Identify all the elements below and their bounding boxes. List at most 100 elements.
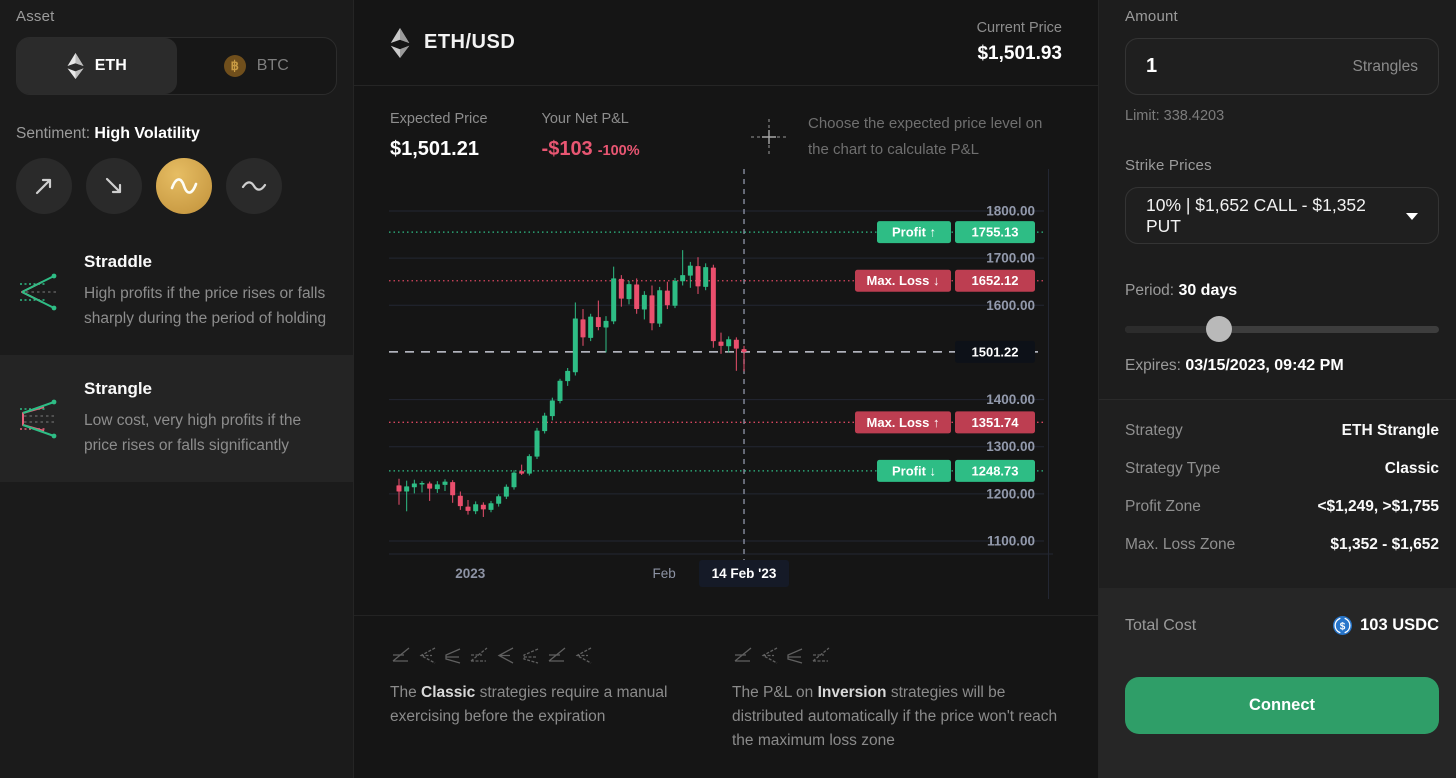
strategy-glyph-icon bbox=[497, 646, 514, 664]
svg-text:Profit ↑: Profit ↑ bbox=[892, 225, 936, 240]
chart-panel: ETH/USD Current Price $1,501.93 Expected… bbox=[353, 0, 1099, 778]
strategy-desc-strangle: Low cost, very high profits if the price… bbox=[84, 412, 302, 454]
arrow-up-right-icon bbox=[35, 178, 52, 195]
strategy-card-strangle[interactable]: Strangle Low cost, very high profits if … bbox=[0, 355, 353, 482]
amount-field: Strangles bbox=[1125, 38, 1439, 95]
high-volatility-wave-icon bbox=[170, 178, 198, 194]
summary-row-strategy: Strategy ETH Strangle bbox=[1125, 422, 1439, 439]
expires-row: Expires: 03/15/2023, 09:42 PM bbox=[1125, 357, 1439, 375]
amount-label: Amount bbox=[1125, 8, 1178, 25]
low-volatility-tilde-icon bbox=[241, 181, 267, 191]
order-sidebar: Amount Strangles Limit: 338.4203 Strike … bbox=[1099, 0, 1456, 778]
pair-block: ETH/USD bbox=[390, 27, 516, 58]
svg-text:1351.74: 1351.74 bbox=[972, 415, 1020, 430]
strike-prices-value: 10% | $1,652 CALL - $1,352 PUT bbox=[1146, 194, 1366, 236]
strategy-glyph-icon bbox=[787, 647, 803, 664]
strategy-glyph-icon bbox=[812, 646, 830, 662]
svg-text:2023: 2023 bbox=[455, 566, 486, 581]
pnl-info-row: Expected Price $1,501.21 Your Net P&L -$… bbox=[354, 86, 1098, 163]
pair-title: ETH/USD bbox=[424, 31, 516, 53]
strategy-glyph-icon bbox=[548, 646, 566, 662]
svg-text:Max. Loss ↓: Max. Loss ↓ bbox=[867, 273, 940, 288]
strategy-glyph-icon bbox=[523, 647, 539, 664]
sentiment-trend-down-button[interactable] bbox=[86, 158, 142, 214]
slider-track[interactable] bbox=[1125, 326, 1439, 333]
svg-text:1200.00: 1200.00 bbox=[986, 486, 1035, 501]
strategy-glyph-icon bbox=[419, 646, 436, 664]
btc-icon: ฿ bbox=[223, 55, 246, 77]
asset-toggle: ETH ฿ BTC bbox=[16, 37, 337, 95]
classic-footnote-text: The Classic strategies require a manual … bbox=[390, 684, 668, 725]
net-pnl-percent: -100% bbox=[597, 143, 640, 159]
asset-tab-btc[interactable]: ฿ BTC bbox=[177, 38, 337, 94]
eth-icon bbox=[67, 53, 84, 79]
checkout-section: Total Cost $ 103 USDC Connect bbox=[1099, 588, 1456, 778]
summary-row-max-loss-zone: Max. Loss Zone $1,352 - $1,652 bbox=[1125, 536, 1439, 553]
svg-text:1400.00: 1400.00 bbox=[986, 392, 1035, 407]
strategy-glyph-icon bbox=[734, 646, 752, 662]
svg-text:Feb: Feb bbox=[652, 566, 675, 581]
net-pnl-label: Your Net P&L bbox=[541, 111, 629, 127]
svg-text:14 Feb '23: 14 Feb '23 bbox=[712, 566, 777, 581]
strike-prices-dropdown[interactable]: 10% | $1,652 CALL - $1,352 PUT bbox=[1125, 187, 1439, 244]
sentiment-row: Sentiment: High Volatility bbox=[16, 125, 337, 143]
strategy-glyph-icon bbox=[470, 646, 488, 662]
asset-tab-eth-label: ETH bbox=[94, 57, 127, 74]
straddle-payoff-icon bbox=[16, 270, 62, 314]
strategy-title-straddle: Straddle bbox=[84, 252, 153, 271]
classic-strategy-glyphs bbox=[390, 642, 690, 668]
amount-limit: Limit: 338.4203 bbox=[1125, 108, 1225, 124]
strike-prices-label: Strike Prices bbox=[1125, 157, 1212, 174]
connect-wallet-button[interactable]: Connect bbox=[1125, 677, 1439, 734]
asset-tab-btc-label: BTC bbox=[256, 57, 289, 74]
strategy-summary: Strategy ETH Strangle Strategy Type Clas… bbox=[1099, 399, 1456, 588]
sentiment-buttons bbox=[16, 158, 337, 214]
sentiment-low-volatility-button[interactable] bbox=[226, 158, 282, 214]
asset-label: Asset bbox=[16, 8, 55, 25]
candlestick-chart-svg[interactable]: 1800.00 1700.00 1600.00 1400.00 1300.00 1200.… bbox=[389, 169, 1053, 599]
svg-text:$: $ bbox=[1340, 621, 1346, 632]
svg-text:1600.00: 1600.00 bbox=[986, 298, 1035, 313]
strategy-glyph-icon bbox=[392, 646, 410, 662]
summary-row-profit-zone: Profit Zone <$1,249, >$1,755 bbox=[1125, 498, 1439, 515]
svg-text:Max. Loss ↑: Max. Loss ↑ bbox=[867, 415, 940, 430]
svg-text:1652.12: 1652.12 bbox=[972, 273, 1019, 288]
period-value: 30 days bbox=[1178, 282, 1238, 299]
svg-text:1100.00: 1100.00 bbox=[987, 534, 1035, 549]
summary-row-strategy-type: Strategy Type Classic bbox=[1125, 460, 1439, 477]
svg-text:1300.00: 1300.00 bbox=[986, 439, 1035, 454]
svg-text:Profit ↓: Profit ↓ bbox=[892, 463, 936, 478]
strategy-card-straddle[interactable]: Straddle High profits if the price rises… bbox=[0, 228, 353, 355]
svg-text:1800.00: 1800.00 bbox=[986, 204, 1035, 219]
current-price-label: Current Price bbox=[976, 20, 1062, 36]
expires-label: Expires: bbox=[1125, 357, 1181, 374]
price-chart[interactable]: 1800.00 1700.00 1600.00 1400.00 1300.00 1200.… bbox=[389, 169, 1062, 599]
current-price-value: $1,501.93 bbox=[977, 43, 1062, 64]
strategy-title-strangle: Strangle bbox=[84, 379, 153, 398]
slider-thumb[interactable] bbox=[1206, 316, 1233, 342]
net-pnl-value: -$103 bbox=[541, 138, 593, 160]
sentiment-high-volatility-button[interactable] bbox=[156, 158, 212, 214]
sentiment-trend-up-button[interactable] bbox=[16, 158, 72, 214]
crosshair-icon bbox=[751, 119, 787, 155]
amount-unit: Strangles bbox=[1352, 57, 1418, 75]
eth-icon bbox=[390, 27, 410, 58]
usdc-icon: $ bbox=[1333, 616, 1353, 635]
arrow-down-right-icon bbox=[105, 177, 122, 194]
period-label: Period: bbox=[1125, 282, 1175, 299]
period-row: Period: 30 days bbox=[1125, 282, 1439, 300]
asset-tab-eth[interactable]: ETH bbox=[17, 38, 177, 94]
chevron-down-icon bbox=[1406, 213, 1418, 220]
sentiment-value: High Volatility bbox=[94, 125, 200, 142]
total-cost-value: 103 USDC bbox=[1360, 616, 1439, 634]
svg-text:1248.73: 1248.73 bbox=[972, 463, 1019, 478]
total-cost-label: Total Cost bbox=[1125, 616, 1197, 634]
expected-price-value: $1,501.21 bbox=[390, 138, 479, 160]
period-slider[interactable] bbox=[1125, 316, 1439, 342]
amount-input[interactable] bbox=[1146, 55, 1296, 78]
strategy-glyph-icon bbox=[761, 646, 778, 664]
expected-price-label: Expected Price bbox=[390, 111, 488, 127]
sentiment-label: Sentiment: bbox=[16, 125, 91, 142]
chart-header: ETH/USD Current Price $1,501.93 bbox=[354, 0, 1098, 86]
strategy-footnotes: The Classic strategies require a manual … bbox=[354, 615, 1098, 753]
